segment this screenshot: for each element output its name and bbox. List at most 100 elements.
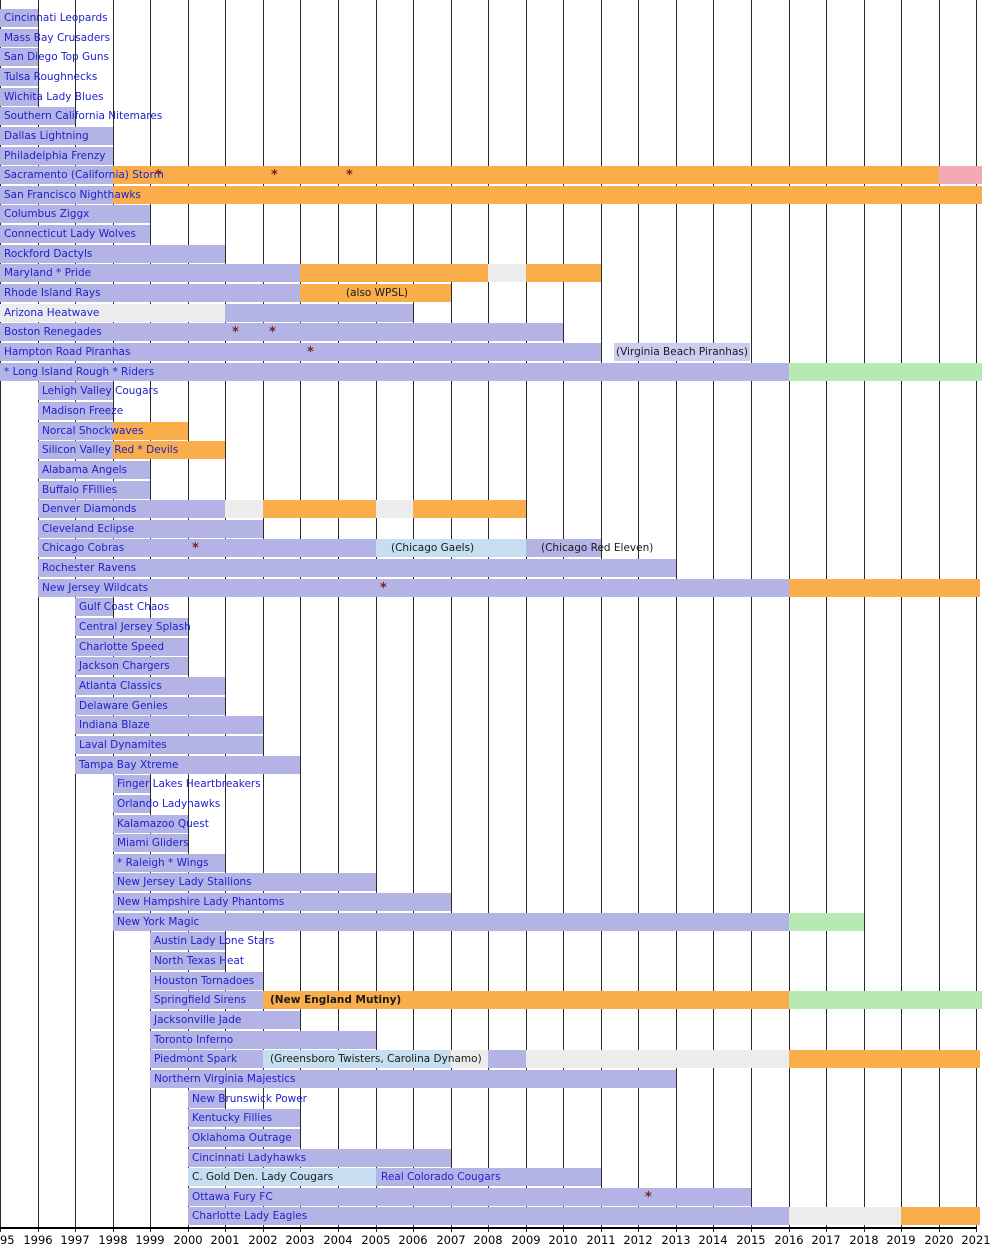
bar-segment-lavender <box>75 598 113 616</box>
team-label: Southern California Nitemares <box>4 110 163 122</box>
bar-segment-lavender <box>0 245 225 263</box>
bar-segment-lavender <box>150 1011 300 1029</box>
team-label: San Francisco Nighthawks <box>4 189 141 201</box>
bar-segment-lavender <box>75 756 300 774</box>
axis-year-label: 2001 <box>210 1233 240 1245</box>
team-label: Central Jersey Splash <box>79 621 191 633</box>
bar-segment-lavender <box>150 932 225 950</box>
axis-year-label: 2012 <box>623 1233 653 1245</box>
bar-segment-lavender <box>188 1188 751 1206</box>
team-label: Toronto Inferno <box>154 1034 234 1046</box>
bar-segment-lavender <box>0 9 38 27</box>
axis-year-label: 2018 <box>849 1233 879 1245</box>
bar-segment-lavender <box>113 795 150 813</box>
bar-segment-gray <box>225 500 263 518</box>
axis-year-label: 2015 <box>736 1233 766 1245</box>
team-label: Sacramento (California) Storm <box>4 169 164 181</box>
team-label: Dallas Lightning <box>4 130 89 142</box>
bar-segment-lavender <box>113 834 188 852</box>
team-label: Cleveland Eclipse <box>42 523 135 535</box>
axis-year-label: 2005 <box>361 1233 391 1245</box>
year-gridline <box>300 0 301 1232</box>
team-label: Philadelphia Frenzy <box>4 150 106 162</box>
year-gridline <box>638 0 639 1232</box>
axis-year-label: 2013 <box>661 1233 691 1245</box>
team-label: New York Magic <box>117 916 200 928</box>
axis-year-label: 1995 <box>0 1233 15 1245</box>
bar-segment-lavender <box>75 638 188 656</box>
team-label: Mass Bay Crusaders <box>4 32 111 44</box>
bar-segment-lavender <box>188 1129 300 1147</box>
bar-segment-lavender <box>188 1207 789 1225</box>
bar-segment-lavender <box>75 657 188 675</box>
axis-year-label: 2019 <box>886 1233 916 1245</box>
team-label: Jackson Chargers <box>79 660 170 672</box>
bar-segment-lavender <box>150 991 263 1009</box>
bar-segment-lavender <box>150 1031 376 1049</box>
bar-segment-lavender <box>0 147 113 165</box>
year-gridline <box>976 0 977 1232</box>
team-label: New Hampshire Lady Phantoms <box>117 896 285 908</box>
bar-segment-lavender <box>75 716 263 734</box>
bar-segment-lavender <box>38 441 113 459</box>
bar-segment-orange <box>263 500 376 518</box>
bar-segment-lavender <box>150 972 263 990</box>
team-label: C. Gold Den. Lady Cougars <box>192 1171 334 1183</box>
team-label: Miami Gliders <box>117 837 189 849</box>
bar-segment-lavender <box>0 68 38 86</box>
bar-segment-lavender <box>150 952 225 970</box>
x-axis-line <box>0 1227 977 1229</box>
team-label: Rhode Island Rays <box>4 287 101 299</box>
team-label: Connecticut Lady Wolves <box>4 228 136 240</box>
team-label: Alabama Angels <box>42 464 127 476</box>
bar-segment-orange <box>901 1207 980 1225</box>
axis-year-label: 1999 <box>135 1233 165 1245</box>
bar-segment-lavender <box>488 1050 526 1068</box>
team-label: Kalamazoo Quest <box>117 818 209 830</box>
team-label: Maryland * Pride <box>4 267 92 279</box>
bar-segment-lavender <box>150 1070 676 1088</box>
bar-segment-lavender <box>0 264 300 282</box>
axis-year-label: 2007 <box>436 1233 466 1245</box>
bar-segment-lavender <box>113 815 188 833</box>
team-label: San Diego Top Guns <box>4 51 109 63</box>
year-gridline <box>864 0 865 1232</box>
year-gridline <box>225 0 226 1232</box>
bar-segment-green <box>789 363 982 381</box>
year-gridline <box>113 0 114 1232</box>
team-label: Charlotte Speed <box>79 641 165 653</box>
bar-annotation: (Chicago Gaels) <box>391 542 475 554</box>
axis-year-label: 2021 <box>961 1233 991 1245</box>
year-gridline <box>263 0 264 1232</box>
team-label: Springfield Sirens <box>154 994 247 1006</box>
footnote-star: * <box>645 1190 652 1205</box>
bar-segment-lavender <box>38 520 263 538</box>
axis-year-label: 2010 <box>548 1233 578 1245</box>
axis-year-label: 2020 <box>924 1233 954 1245</box>
footnote-star: * <box>271 168 278 183</box>
team-label: Laval Dynamites <box>79 739 167 751</box>
bar-segment-orange <box>413 500 526 518</box>
bar-segment-lavender <box>0 225 150 243</box>
team-label: Silicon Valley Red * Devils <box>42 444 179 456</box>
bar-segment-lavender <box>75 618 188 636</box>
bar-annotation: (Greensboro Twisters, Carolina Dynamo) <box>270 1053 482 1065</box>
axis-year-label: 1997 <box>60 1233 90 1245</box>
year-gridline <box>488 0 489 1232</box>
team-label: New Jersey Wildcats <box>42 582 149 594</box>
bar-segment-orange <box>113 441 225 459</box>
team-label: Jacksonville Jade <box>154 1014 242 1026</box>
axis-year-label: 2003 <box>285 1233 315 1245</box>
team-label: Hampton Road Piranhas <box>4 346 131 358</box>
team-label: Buffalo FFillies <box>42 484 118 496</box>
year-gridline <box>826 0 827 1232</box>
footnote-star: * <box>192 541 199 556</box>
axis-year-label: 2011 <box>586 1233 616 1245</box>
bar-segment-gray <box>376 500 413 518</box>
team-label: Wichita Lady Blues <box>4 91 104 103</box>
team-label: Austin Lady Lone Stars <box>154 935 275 947</box>
year-gridline <box>188 0 189 1232</box>
bar-annotation: (also WPSL) <box>346 287 409 299</box>
year-gridline <box>0 0 1 1232</box>
bar-segment-lavender <box>150 1050 263 1068</box>
